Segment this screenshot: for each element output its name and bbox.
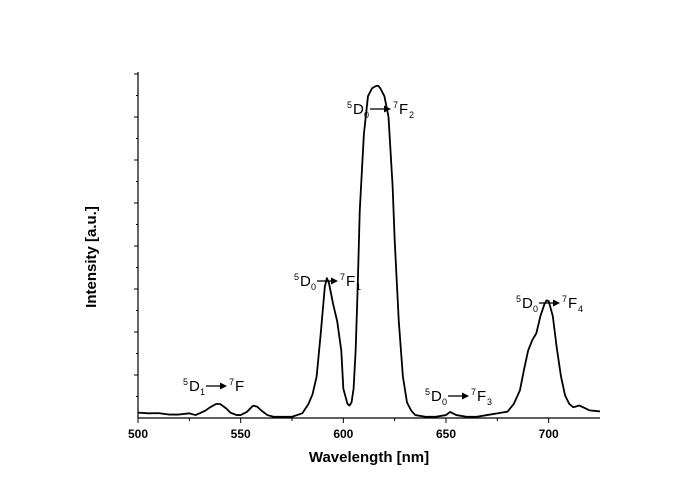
anno-subscript: 1 — [200, 387, 205, 397]
anno-post-letter: F — [477, 388, 486, 405]
anno-pre-superscript: 5 — [347, 100, 352, 110]
anno-pre-superscript: 5 — [294, 272, 299, 282]
transition-annotation: 5 D 0 7 F 2 — [347, 100, 414, 120]
transition-annotation: 5 D 0 7 F 4 — [516, 294, 583, 314]
anno-post-subscript: 1 — [356, 282, 361, 292]
ticks: 500 550 600 650 700 — [128, 73, 559, 441]
y-axis-label: Intensity [a.u.] — [83, 206, 100, 308]
anno-post-letter: F — [568, 295, 577, 312]
axes — [137, 72, 600, 419]
transition-annotation: 5 D 0 7 F 1 — [294, 272, 361, 292]
anno-post-superscript: 7 — [229, 377, 234, 387]
anno-pre-superscript: 5 — [425, 387, 430, 397]
anno-main-letter: D — [522, 295, 533, 312]
anno-arrow-head — [220, 382, 227, 390]
anno-post-letter: F — [346, 273, 355, 290]
transition-annotation: 5 D 1 7 F — [183, 377, 244, 397]
transition-annotation: 5 D 0 7 F 3 — [425, 387, 492, 407]
anno-post-letter: F — [399, 101, 408, 118]
anno-pre-superscript: 5 — [516, 294, 521, 304]
anno-post-superscript: 7 — [340, 272, 345, 282]
anno-subscript: 0 — [311, 282, 316, 292]
anno-subscript: 0 — [364, 110, 369, 120]
x-tick-label: 650 — [436, 427, 456, 441]
spectrum-line — [137, 84, 601, 418]
anno-post-subscript: 2 — [409, 110, 414, 120]
anno-main-letter: D — [300, 273, 311, 290]
anno-post-subscript: 3 — [487, 397, 492, 407]
anno-arrow-head — [462, 392, 469, 400]
x-tick-label: 700 — [539, 427, 559, 441]
anno-main-letter: D — [189, 378, 200, 395]
anno-subscript: 0 — [442, 397, 447, 407]
x-tick-label: 600 — [333, 427, 353, 441]
anno-post-superscript: 7 — [562, 294, 567, 304]
series-group — [137, 84, 601, 418]
anno-pre-superscript: 5 — [183, 377, 188, 387]
anno-post-superscript: 7 — [471, 387, 476, 397]
x-axis-label: Wavelength [nm] — [309, 449, 429, 466]
x-tick-label: 550 — [231, 427, 251, 441]
anno-arrow-head — [331, 277, 338, 285]
anno-post-superscript: 7 — [393, 100, 398, 110]
anno-arrow-head — [553, 299, 560, 307]
annotations: 5 D 17 F5 D 07 F 15 D 07 F 25 D 07 F 35 D 07 F 4 — [183, 100, 583, 407]
anno-subscript: 0 — [533, 304, 538, 314]
anno-main-letter: D — [353, 101, 364, 118]
anno-arrow-head — [384, 105, 391, 113]
anno-post-subscript: 4 — [578, 304, 583, 314]
anno-post-letter: F — [235, 378, 244, 395]
x-tick-label: 500 — [128, 427, 148, 441]
anno-main-letter: D — [431, 388, 442, 405]
